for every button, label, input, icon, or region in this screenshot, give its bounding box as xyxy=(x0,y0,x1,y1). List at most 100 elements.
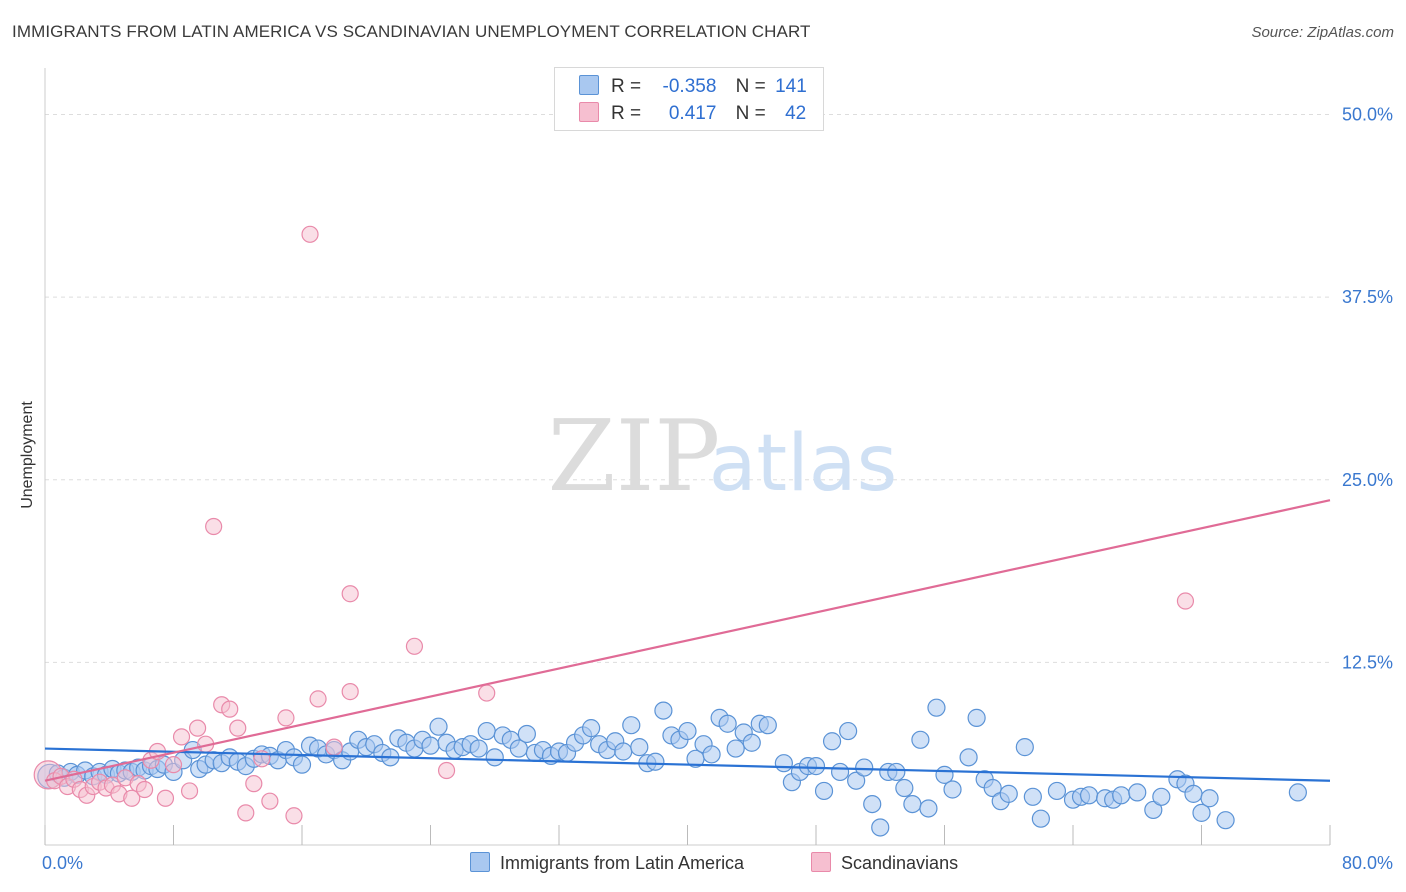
data-point-latin-america xyxy=(1216,811,1235,830)
data-point-latin-america xyxy=(485,748,504,767)
data-point-latin-america xyxy=(1015,738,1034,757)
y-tick-label: 37.5% xyxy=(1342,287,1393,307)
legend-item-latin-america[interactable]: Immigrants from Latin America xyxy=(470,852,744,874)
data-point-scandinavians xyxy=(325,738,343,756)
watermark: ZIP atlas xyxy=(548,400,898,514)
data-point-latin-america xyxy=(582,719,601,738)
stats-r-label: R = xyxy=(611,103,642,124)
trend-line-latin-america xyxy=(44,747,1331,782)
legend-item-scandinavians[interactable]: Scandinavians xyxy=(811,852,958,874)
data-point-latin-america xyxy=(919,799,938,818)
data-point-latin-america xyxy=(1192,803,1211,822)
data-point-latin-america xyxy=(1047,781,1067,801)
stats-r-value: -0.358 xyxy=(662,76,717,97)
trend-line-scandinavians xyxy=(44,499,1331,782)
data-point-scandinavians xyxy=(205,517,223,536)
stats-n-label: N = xyxy=(735,103,766,124)
data-point-latin-america xyxy=(742,733,761,752)
data-point-latin-america xyxy=(959,748,978,767)
stats-legend: R = -0.358 N = 141 R = 0.417 N = 42 xyxy=(554,67,824,131)
data-point-latin-america xyxy=(726,739,745,758)
stats-row-scandinavians: R = 0.417 N = 42 xyxy=(579,102,806,126)
grid-lines xyxy=(45,114,1330,663)
y-tick-label: 12.5% xyxy=(1342,652,1393,672)
data-point-latin-america xyxy=(983,778,1002,798)
series-latin-america-points xyxy=(37,698,1307,837)
stats-n-value: 42 xyxy=(785,103,807,124)
data-point-latin-america xyxy=(630,738,649,757)
stats-n-value: 141 xyxy=(775,76,807,97)
data-point-latin-america xyxy=(1200,789,1219,808)
data-point-latin-america xyxy=(999,784,1018,803)
data-point-scandinavians xyxy=(123,789,141,807)
data-point-latin-america xyxy=(517,724,536,744)
data-point-latin-america xyxy=(421,736,440,755)
tick-labels: 12.5% 25.0% 37.5% 50.0% 0.0% 80.0% xyxy=(42,105,1393,873)
data-point-latin-america xyxy=(614,742,633,761)
y-tick-label: 50.0% xyxy=(1342,105,1393,125)
data-point-latin-america xyxy=(895,778,914,798)
data-point-scandinavians xyxy=(135,780,154,799)
data-point-latin-america xyxy=(1023,787,1042,806)
data-point-scandinavians xyxy=(172,728,191,746)
stats-row-latin-america: R = -0.358 N = 141 xyxy=(579,75,807,99)
data-point-scandinavians xyxy=(229,719,247,737)
data-point-latin-america xyxy=(863,794,882,814)
legend-swatch-blue xyxy=(470,852,490,872)
trend-lines xyxy=(44,499,1331,782)
data-point-latin-america xyxy=(847,771,866,790)
data-point-scandinavians xyxy=(437,761,456,780)
data-point-latin-america xyxy=(1152,787,1171,806)
data-point-scandinavians xyxy=(341,682,359,701)
data-point-latin-america xyxy=(429,717,448,736)
data-point-latin-america xyxy=(871,818,890,837)
data-point-latin-america xyxy=(1112,786,1131,805)
data-point-latin-america xyxy=(646,752,665,771)
series-scandinavians-points xyxy=(33,225,1195,825)
data-point-latin-america xyxy=(839,721,858,741)
y-tick-label: 25.0% xyxy=(1342,470,1393,490)
data-point-latin-america xyxy=(774,754,793,773)
data-point-scandinavians xyxy=(478,684,496,702)
data-point-latin-america xyxy=(830,762,850,782)
data-point-latin-america xyxy=(654,701,673,720)
data-point-latin-america xyxy=(758,716,777,735)
data-point-latin-america xyxy=(1128,783,1147,802)
legend-swatch-pink xyxy=(811,852,831,872)
data-point-latin-america xyxy=(822,732,842,751)
data-point-scandinavians xyxy=(405,637,424,655)
data-point-latin-america xyxy=(911,730,930,749)
data-point-latin-america xyxy=(718,714,737,733)
data-point-scandinavians xyxy=(1176,592,1195,610)
watermark-atlas: atlas xyxy=(709,419,898,509)
data-point-scandinavians xyxy=(180,782,199,800)
data-point-latin-america xyxy=(855,758,874,777)
data-point-latin-america xyxy=(292,755,312,774)
stats-r-value: 0.417 xyxy=(668,103,717,124)
axes xyxy=(44,68,1331,846)
stats-n-label: N = xyxy=(735,76,766,97)
x-tick-label: 80.0% xyxy=(1342,853,1393,873)
data-point-latin-america xyxy=(1288,783,1307,802)
data-point-scandinavians xyxy=(261,792,279,810)
data-point-scandinavians xyxy=(309,690,327,708)
data-point-scandinavians xyxy=(164,756,183,774)
data-point-latin-america xyxy=(806,757,826,776)
data-point-scandinavians xyxy=(156,789,175,807)
data-point-scandinavians xyxy=(245,775,263,793)
data-point-latin-america xyxy=(887,762,906,782)
data-point-latin-america xyxy=(622,716,641,735)
legend-label: Scandinavians xyxy=(841,853,959,873)
data-point-latin-america xyxy=(903,794,922,814)
data-point-latin-america xyxy=(1079,786,1099,805)
data-point-scandinavians xyxy=(285,807,303,825)
data-point-scandinavians xyxy=(221,700,239,718)
data-point-latin-america xyxy=(1031,809,1050,828)
data-point-latin-america xyxy=(1184,784,1203,803)
data-point-latin-america xyxy=(1144,800,1163,820)
stats-r-label: R = xyxy=(611,76,642,97)
chart-source: Source: ZipAtlas.com xyxy=(1251,24,1394,41)
data-point-latin-america xyxy=(814,781,834,801)
data-point-scandinavians xyxy=(188,719,207,737)
